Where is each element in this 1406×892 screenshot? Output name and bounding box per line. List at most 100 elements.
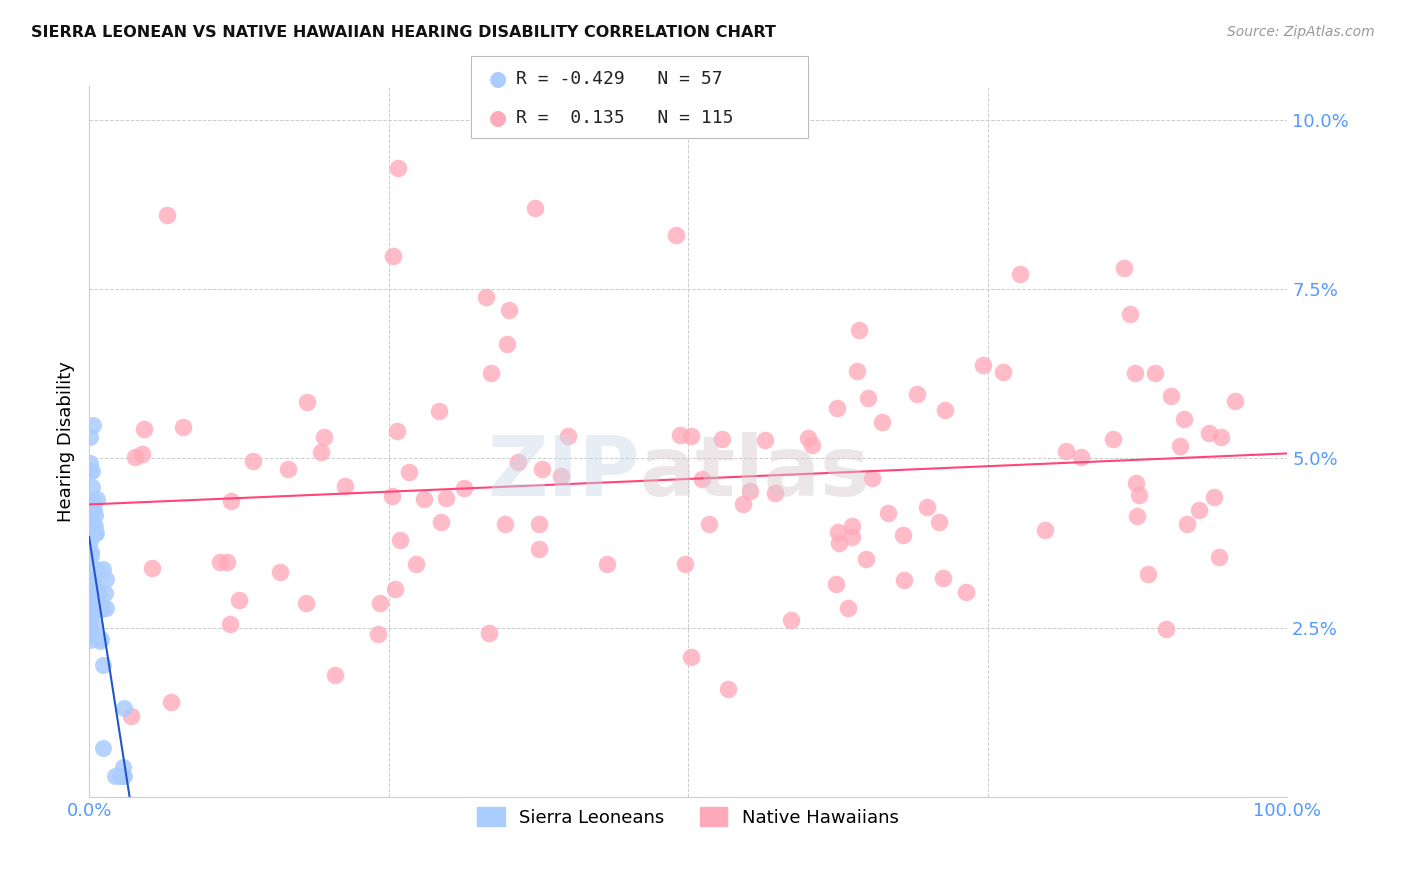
Sierra Leoneans — [93, 740, 115, 755]
Text: ●: ● — [489, 70, 508, 89]
Sierra Leoneans — [79, 430, 101, 444]
Native Hawaiians — [763, 486, 786, 500]
Native Hawaiians — [841, 518, 863, 533]
Native Hawaiians — [368, 596, 391, 610]
Native Hawaiians — [893, 573, 915, 587]
Sierra Leoneans — [79, 465, 101, 479]
Sierra Leoneans — [80, 597, 103, 611]
Sierra Leoneans — [104, 769, 127, 783]
Native Hawaiians — [1223, 394, 1246, 409]
Native Hawaiians — [172, 420, 194, 434]
Native Hawaiians — [1209, 430, 1232, 444]
Native Hawaiians — [915, 500, 938, 515]
Native Hawaiians — [665, 228, 688, 243]
Native Hawaiians — [1035, 523, 1057, 537]
Native Hawaiians — [557, 429, 579, 443]
Native Hawaiians — [381, 248, 404, 262]
Text: SIERRA LEONEAN VS NATIVE HAWAIIAN HEARING DISABILITY CORRELATION CHART: SIERRA LEONEAN VS NATIVE HAWAIIAN HEARIN… — [31, 25, 776, 40]
Text: ●: ● — [489, 108, 508, 128]
Native Hawaiians — [870, 415, 893, 429]
Sierra Leoneans — [82, 417, 104, 432]
Sierra Leoneans — [91, 602, 114, 616]
Text: R =  0.135   N = 115: R = 0.135 N = 115 — [516, 109, 734, 127]
Native Hawaiians — [596, 558, 619, 572]
Sierra Leoneans — [87, 588, 110, 602]
Sierra Leoneans — [80, 573, 103, 587]
Native Hawaiians — [827, 525, 849, 540]
Sierra Leoneans — [82, 517, 104, 532]
Native Hawaiians — [132, 422, 155, 436]
Native Hawaiians — [218, 617, 240, 632]
Native Hawaiians — [825, 401, 848, 416]
Native Hawaiians — [845, 364, 868, 378]
Native Hawaiians — [855, 552, 877, 566]
Native Hawaiians — [717, 681, 740, 696]
Native Hawaiians — [905, 387, 928, 401]
Sierra Leoneans — [94, 585, 117, 599]
Native Hawaiians — [381, 489, 404, 503]
Sierra Leoneans — [83, 584, 105, 599]
Sierra Leoneans — [79, 622, 101, 636]
Native Hawaiians — [323, 668, 346, 682]
Native Hawaiians — [1125, 475, 1147, 490]
Native Hawaiians — [295, 596, 318, 610]
Sierra Leoneans — [79, 534, 101, 549]
Native Hawaiians — [731, 497, 754, 511]
Sierra Leoneans — [91, 562, 114, 576]
Native Hawaiians — [824, 577, 846, 591]
Native Hawaiians — [1202, 490, 1225, 504]
Sierra Leoneans — [112, 700, 135, 714]
Sierra Leoneans — [84, 519, 107, 533]
Native Hawaiians — [1112, 260, 1135, 275]
Sierra Leoneans — [83, 501, 105, 516]
Native Hawaiians — [1125, 366, 1147, 380]
Native Hawaiians — [1102, 432, 1125, 446]
Native Hawaiians — [434, 491, 457, 505]
Sierra Leoneans — [91, 657, 114, 672]
Native Hawaiians — [242, 454, 264, 468]
Native Hawaiians — [1128, 488, 1150, 502]
Native Hawaiians — [740, 484, 762, 499]
Native Hawaiians — [928, 516, 950, 530]
Native Hawaiians — [427, 404, 450, 418]
Sierra Leoneans — [89, 634, 111, 648]
Sierra Leoneans — [89, 596, 111, 610]
Native Hawaiians — [388, 533, 411, 548]
Sierra Leoneans — [94, 600, 117, 615]
Native Hawaiians — [1160, 389, 1182, 403]
Sierra Leoneans — [80, 607, 103, 621]
Native Hawaiians — [311, 445, 333, 459]
Sierra Leoneans — [80, 545, 103, 559]
Native Hawaiians — [141, 560, 163, 574]
Native Hawaiians — [155, 208, 177, 222]
Sierra Leoneans — [79, 602, 101, 616]
Sierra Leoneans — [82, 578, 104, 592]
Sierra Leoneans — [111, 769, 134, 783]
Native Hawaiians — [710, 432, 733, 446]
Native Hawaiians — [453, 482, 475, 496]
Sierra Leoneans — [86, 525, 108, 540]
Native Hawaiians — [508, 455, 530, 469]
Native Hawaiians — [314, 430, 336, 444]
Native Hawaiians — [877, 506, 900, 520]
Native Hawaiians — [1118, 308, 1140, 322]
Sierra Leoneans — [82, 593, 104, 607]
Sierra Leoneans — [84, 508, 107, 523]
Native Hawaiians — [215, 555, 238, 569]
Native Hawaiians — [955, 585, 977, 599]
Native Hawaiians — [690, 472, 713, 486]
Native Hawaiians — [412, 491, 434, 506]
Sierra Leoneans — [86, 492, 108, 507]
Native Hawaiians — [527, 542, 550, 557]
Sierra Leoneans — [80, 549, 103, 563]
Native Hawaiians — [1173, 411, 1195, 425]
Native Hawaiians — [1070, 450, 1092, 464]
Sierra Leoneans — [84, 525, 107, 540]
Sierra Leoneans — [108, 769, 131, 783]
Native Hawaiians — [779, 613, 801, 627]
Native Hawaiians — [387, 161, 409, 175]
Native Hawaiians — [398, 465, 420, 479]
Native Hawaiians — [333, 479, 356, 493]
Native Hawaiians — [697, 516, 720, 531]
Sierra Leoneans — [79, 574, 101, 589]
